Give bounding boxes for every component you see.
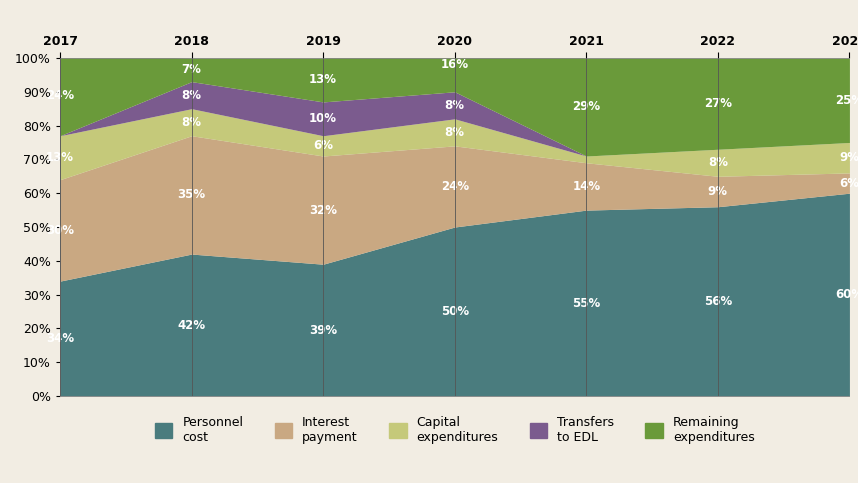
Text: 29%: 29% [572,100,601,114]
Text: 8%: 8% [182,116,202,128]
Text: 56%: 56% [704,295,732,308]
Text: 32%: 32% [309,204,337,216]
Text: 8%: 8% [444,126,465,139]
Text: 55%: 55% [572,297,601,310]
Text: 34%: 34% [46,332,74,345]
Text: 7%: 7% [182,63,202,76]
Text: 27%: 27% [704,97,732,110]
Text: 30%: 30% [46,224,74,237]
Text: 9%: 9% [708,185,728,198]
Text: 6%: 6% [313,140,333,152]
Text: 13%: 13% [309,73,337,86]
Text: 39%: 39% [309,324,337,337]
Text: 24%: 24% [46,89,74,101]
Text: 25%: 25% [836,94,858,107]
Text: 60%: 60% [836,288,858,301]
Text: 9%: 9% [839,151,858,164]
Text: 50%: 50% [441,305,468,318]
Legend: Personnel
cost, Interest
payment, Capital
expenditures, Transfers
to EDL, Remain: Personnel cost, Interest payment, Capita… [155,416,754,444]
Text: 8%: 8% [182,89,202,101]
Text: 24%: 24% [441,180,468,193]
Text: 35%: 35% [178,188,206,201]
Text: 13%: 13% [46,151,74,164]
Text: 14%: 14% [572,180,601,193]
Text: 6%: 6% [839,177,858,189]
Text: 8%: 8% [708,156,728,169]
Text: 16%: 16% [441,58,468,71]
Text: 8%: 8% [444,99,465,112]
Text: 10%: 10% [309,113,337,125]
Text: 42%: 42% [178,319,206,331]
